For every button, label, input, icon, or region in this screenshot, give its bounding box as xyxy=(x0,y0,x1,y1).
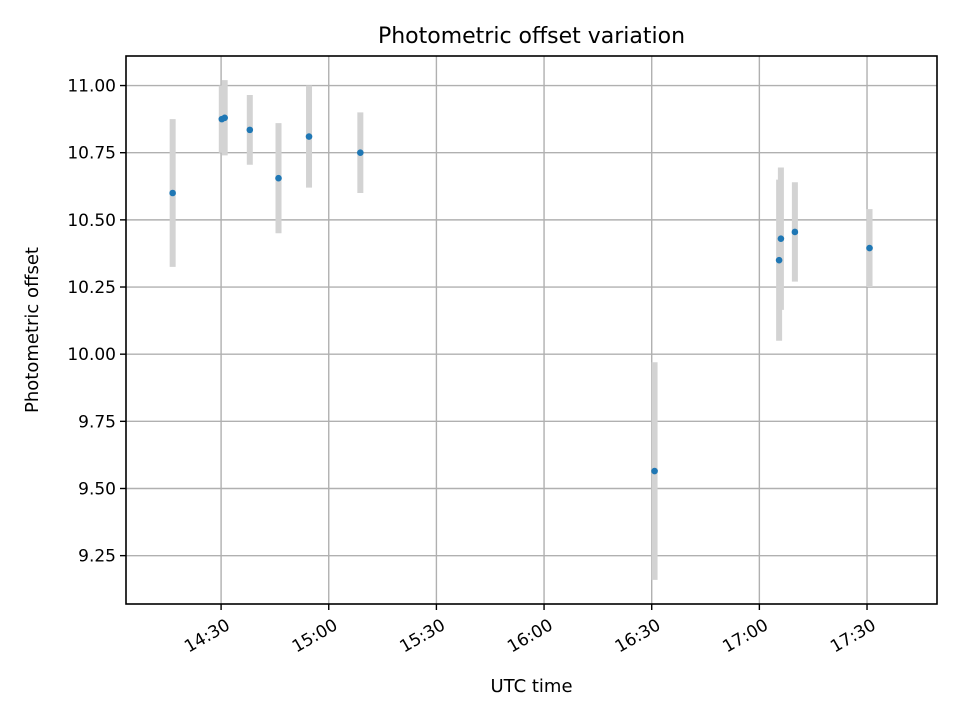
data-point xyxy=(791,228,799,236)
x-tick-label: 16:00 xyxy=(504,615,556,657)
y-tick-label: 10.75 xyxy=(67,144,116,164)
y-axis-label: Photometric offset xyxy=(22,247,43,413)
x-tick-label: 15:00 xyxy=(289,615,341,657)
plot-frame xyxy=(125,55,938,605)
y-tick-label: 9.75 xyxy=(78,412,116,432)
error-bars xyxy=(169,80,873,580)
x-tick-label: 14:30 xyxy=(181,615,233,657)
data-point xyxy=(651,467,658,475)
y-tick-label: 10.25 xyxy=(67,278,116,298)
x-tick-label: 16:30 xyxy=(612,615,664,657)
data-point xyxy=(275,174,282,182)
data-point xyxy=(221,114,228,122)
x-tick-label: 17:30 xyxy=(827,615,879,657)
y-tick-label: 10.50 xyxy=(67,211,116,231)
data-point xyxy=(777,235,785,242)
data-points xyxy=(169,114,873,475)
data-point xyxy=(357,149,364,157)
x-tick-label: 15:30 xyxy=(396,615,448,657)
data-point xyxy=(866,244,873,252)
x-tick-label: 17:00 xyxy=(719,615,771,657)
y-tick-label: 10.00 xyxy=(67,345,116,365)
y-tick-label: 9.50 xyxy=(78,479,116,499)
y-tick-label: 11.00 xyxy=(67,77,116,97)
data-point xyxy=(169,189,176,197)
data-point xyxy=(246,126,254,134)
x-axis-label: UTC time xyxy=(490,676,572,697)
axis-ticks: 9.25 9.50 9.75 10.00 10.25 10.50 10.75 11.00 14:… xyxy=(67,77,879,658)
y-tick-label: 9.25 xyxy=(78,547,116,567)
chart-title: Photometric offset variation xyxy=(378,24,685,49)
data-point xyxy=(775,256,783,264)
data-point xyxy=(305,133,313,140)
